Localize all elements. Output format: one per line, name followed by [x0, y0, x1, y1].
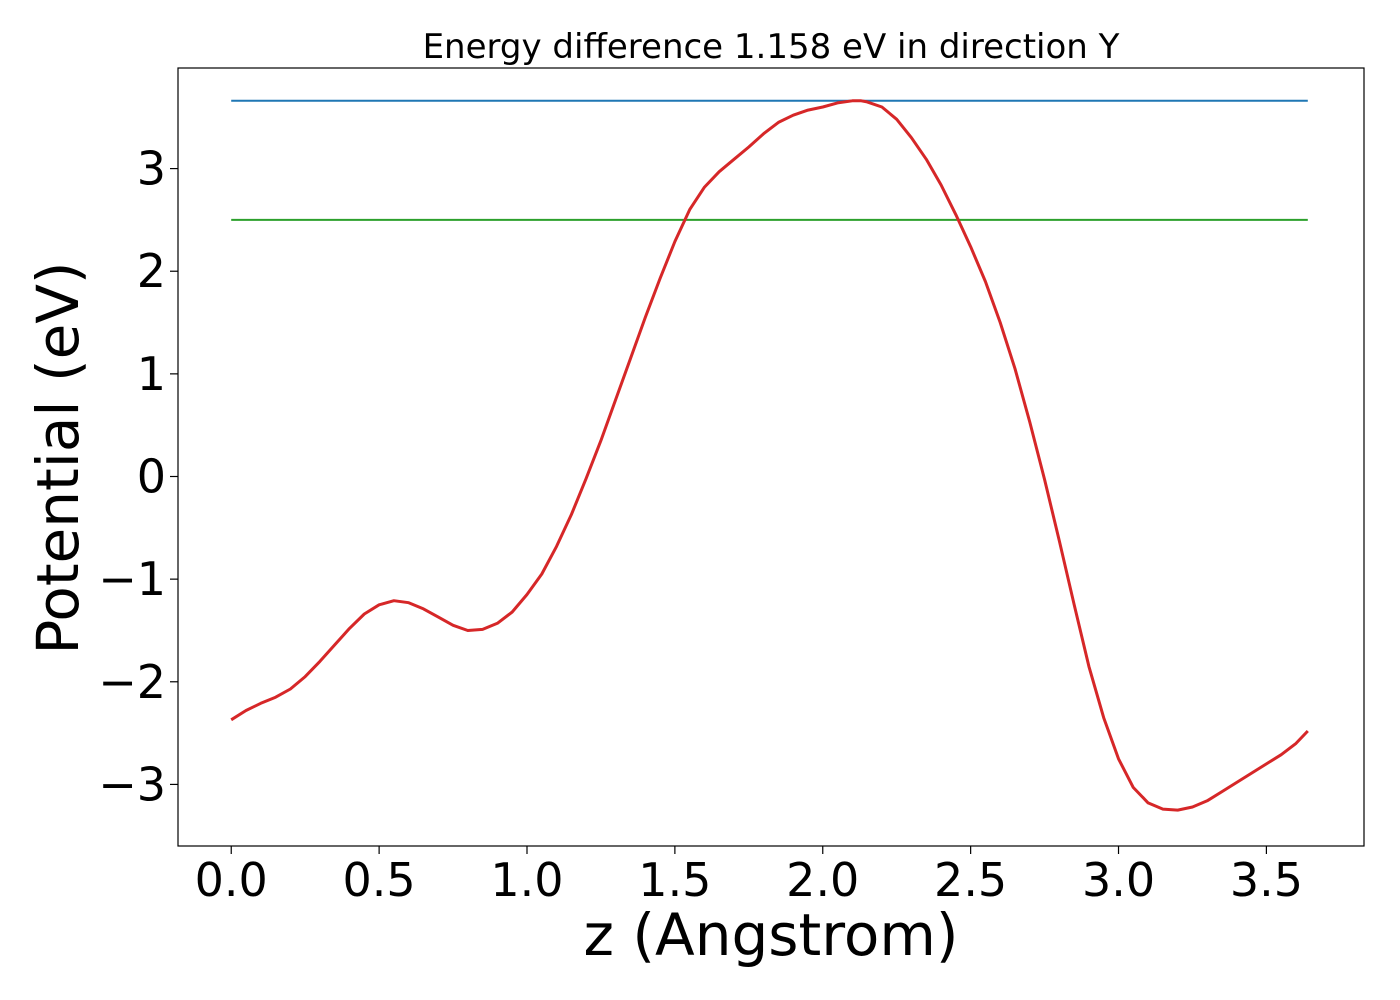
x-axis: 0.0 0.5 1.0 1.5 2.0 2.5 3.0 3.5	[195, 846, 1303, 907]
x-tick-label: 1.0	[490, 853, 563, 907]
y-tick-label: 2	[137, 244, 166, 298]
y-tick-label: −1	[98, 552, 166, 606]
y-tick-label: 3	[137, 142, 166, 196]
plot-frame	[177, 67, 1365, 847]
y-tick-label: 0	[137, 450, 166, 504]
x-tick-label: 2.0	[786, 853, 859, 907]
x-tick-label: 3.5	[1230, 853, 1303, 907]
y-tick-label: 1	[137, 347, 166, 401]
series-line-0	[230, 99, 1309, 812]
x-tick-label: 3.0	[1082, 853, 1155, 907]
chart-title: Energy difference 1.158 eV in direction …	[423, 27, 1120, 67]
y-axis-label: Potential (eV)	[24, 261, 92, 654]
y-axis: −3 −2 −1 0 1 2 3	[98, 142, 178, 811]
x-tick-label: 2.5	[934, 853, 1007, 907]
x-tick-label: 1.5	[638, 853, 711, 907]
y-tick-label: −2	[98, 655, 166, 709]
x-tick-label: 0.5	[343, 853, 416, 907]
x-axis-label: z (Angstrom)	[584, 901, 959, 969]
y-tick-label: −3	[98, 757, 166, 811]
x-tick-label: 0.0	[195, 853, 268, 907]
plot-area	[230, 99, 1309, 812]
